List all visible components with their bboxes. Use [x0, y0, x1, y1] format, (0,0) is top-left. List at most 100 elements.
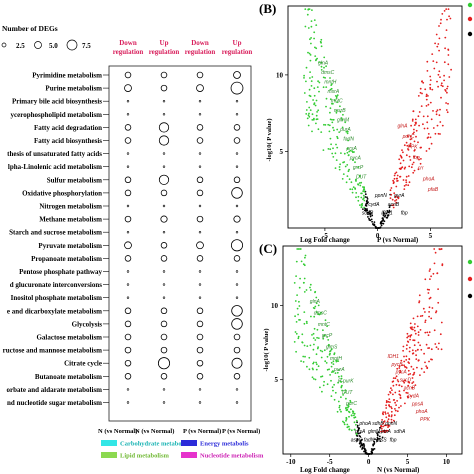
column-header-2-line-2: regulation — [149, 48, 180, 56]
data-point — [413, 169, 416, 172]
gene-label: grcP — [353, 165, 364, 171]
data-point — [429, 79, 432, 81]
x-tick-label: 0 — [367, 458, 371, 466]
data-point — [423, 371, 426, 373]
data-point — [419, 344, 421, 347]
y-tick-label: 10 — [271, 302, 279, 310]
data-point — [319, 349, 322, 352]
data-point — [446, 91, 448, 94]
data-point — [356, 431, 359, 433]
data-point — [338, 168, 341, 171]
data-point — [346, 409, 349, 411]
bubble-mark — [233, 255, 241, 262]
pathway-label: Pentose phosphate pathway — [19, 268, 102, 276]
data-point — [402, 151, 404, 154]
data-point — [447, 48, 450, 51]
data-point — [414, 323, 416, 325]
data-point — [350, 414, 353, 417]
data-point — [332, 360, 335, 363]
data-point — [312, 361, 315, 364]
data-point — [407, 335, 410, 338]
gene-label: mntH — [324, 79, 336, 85]
bubble-mark — [196, 373, 204, 380]
data-point — [306, 345, 309, 347]
gene-label: fadN — [343, 137, 354, 143]
data-point — [424, 311, 426, 313]
data-point — [383, 220, 386, 223]
data-point — [317, 109, 320, 112]
data-point — [403, 355, 405, 358]
data-point — [361, 192, 363, 195]
bubble-mark — [160, 71, 168, 79]
data-point — [396, 400, 398, 402]
pathway-label: Inositol phosphate metabolism — [11, 294, 103, 302]
data-point — [421, 314, 424, 317]
bubble-mark — [235, 152, 239, 155]
bubble-mark — [124, 176, 132, 184]
data-point — [431, 307, 434, 309]
data-point — [437, 85, 439, 88]
data-point — [382, 214, 385, 217]
bubble-mark — [231, 187, 243, 199]
data-point — [369, 213, 372, 216]
data-point — [344, 391, 346, 394]
data-point — [332, 126, 334, 129]
data-point — [408, 381, 411, 384]
data-point — [342, 420, 344, 423]
bubble-mark — [196, 84, 204, 92]
data-point — [430, 118, 433, 121]
bubble-mark — [124, 320, 132, 328]
data-point — [378, 435, 381, 438]
data-point — [428, 360, 430, 363]
gene-label: mntH — [330, 356, 342, 362]
bubble-mark — [233, 346, 241, 354]
data-point — [444, 47, 446, 50]
pathway-label: Oxidative phosphorylation — [22, 189, 102, 197]
data-point — [382, 211, 385, 214]
data-point — [374, 438, 376, 441]
data-point — [320, 375, 322, 378]
data-point — [387, 424, 389, 427]
data-point — [301, 341, 304, 343]
data-point — [311, 376, 314, 379]
data-point — [395, 185, 398, 188]
data-point — [396, 367, 399, 370]
pathway-label: Pyrimidine metabolism — [32, 72, 102, 80]
data-point — [412, 381, 415, 383]
size-legend-value-1: 2.5 — [16, 42, 25, 50]
data-point — [302, 281, 305, 284]
data-point — [427, 292, 430, 294]
data-point — [411, 120, 414, 122]
data-point — [404, 166, 407, 169]
data-point — [412, 374, 414, 376]
data-point — [312, 99, 314, 101]
data-point — [438, 25, 440, 27]
data-point — [310, 42, 312, 45]
bubble-mark — [126, 388, 130, 391]
pathway-label: Starch and sucrose metabolism — [9, 229, 102, 237]
bubble-mark — [196, 137, 204, 144]
bubble-mark — [126, 283, 130, 286]
data-point — [304, 355, 306, 358]
data-point — [363, 186, 365, 189]
column-footers: N (vs Normal)N (vs Normal) P (vs Normal) P… — [98, 428, 260, 435]
gene-label: mntC — [331, 98, 343, 104]
data-point — [412, 171, 415, 174]
data-point — [441, 263, 444, 266]
data-point — [313, 94, 316, 97]
panel-b-legend-dot-red — [467, 16, 473, 22]
data-point — [333, 99, 336, 101]
data-point — [336, 128, 339, 131]
bubble-mark — [235, 99, 239, 103]
bubble-mark — [233, 333, 241, 341]
data-point — [384, 413, 387, 415]
data-point — [325, 97, 328, 100]
data-point — [419, 87, 422, 90]
data-point — [303, 92, 306, 94]
data-point — [370, 212, 372, 215]
data-point — [386, 420, 389, 423]
data-point — [321, 390, 323, 393]
data-point — [347, 154, 350, 157]
data-point — [308, 106, 311, 109]
data-point — [357, 427, 360, 429]
